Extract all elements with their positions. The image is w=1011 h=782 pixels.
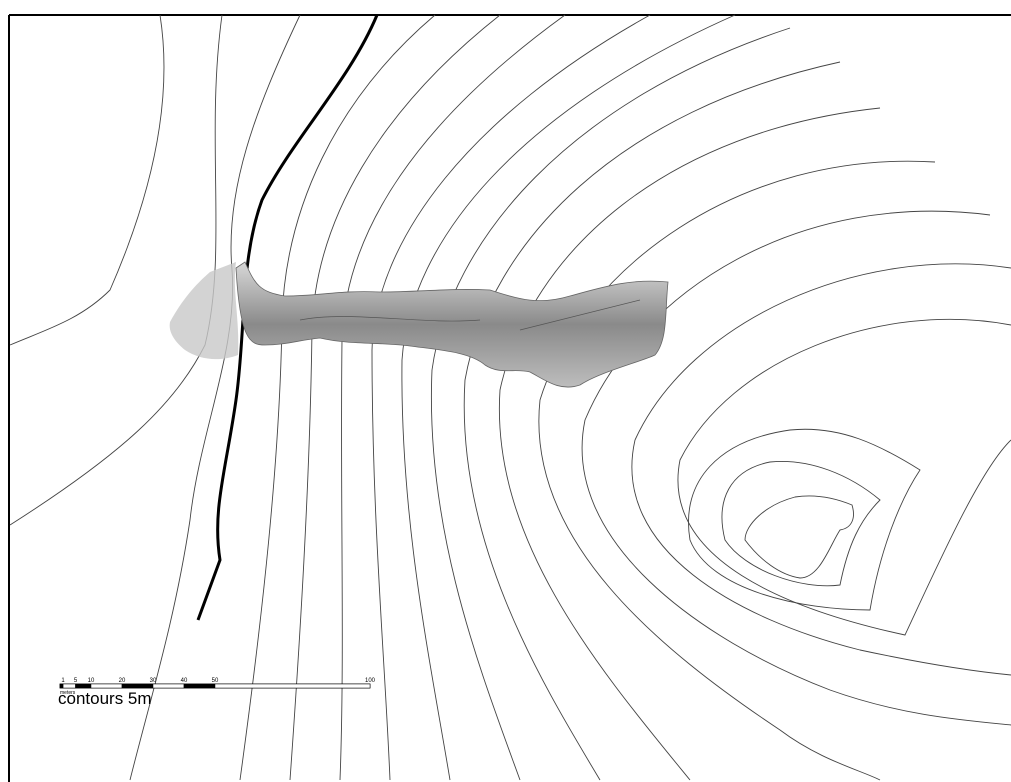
tick-label: 50 xyxy=(212,678,219,684)
scale-segment xyxy=(122,684,153,688)
tick-label: 40 xyxy=(181,678,188,684)
scale-segment xyxy=(184,684,215,688)
scale-segment xyxy=(215,684,370,688)
map: 151020304050100meters contours 5m xyxy=(0,0,1011,782)
tick-label: 100 xyxy=(365,678,376,684)
tick-label: 20 xyxy=(119,678,126,684)
background xyxy=(0,0,1011,782)
scale-segment xyxy=(153,684,184,688)
scale-segment xyxy=(63,684,75,688)
tick-label: 30 xyxy=(150,678,157,684)
scale-segment xyxy=(76,684,92,688)
scale-segment xyxy=(60,684,63,688)
scale-segment xyxy=(91,684,122,688)
caption: contours 5m xyxy=(58,689,152,708)
tick-label: 10 xyxy=(88,678,95,684)
